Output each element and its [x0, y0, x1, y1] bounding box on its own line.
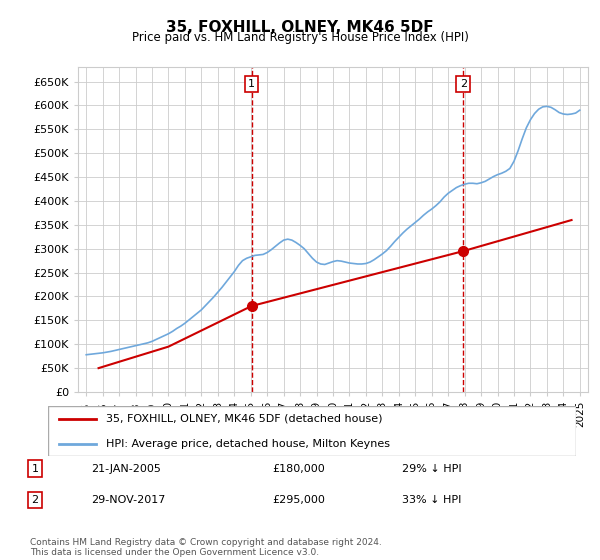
- Text: 1: 1: [31, 464, 38, 474]
- Text: 29-NOV-2017: 29-NOV-2017: [91, 495, 166, 505]
- Text: 21-JAN-2005: 21-JAN-2005: [91, 464, 161, 474]
- Text: £180,000: £180,000: [272, 464, 325, 474]
- FancyBboxPatch shape: [48, 406, 576, 456]
- Text: 29% ↓ HPI: 29% ↓ HPI: [401, 464, 461, 474]
- Text: 1: 1: [248, 79, 255, 89]
- Text: 2: 2: [460, 79, 467, 89]
- Text: 35, FOXHILL, OLNEY, MK46 5DF: 35, FOXHILL, OLNEY, MK46 5DF: [166, 20, 434, 35]
- Text: 33% ↓ HPI: 33% ↓ HPI: [401, 495, 461, 505]
- Text: Price paid vs. HM Land Registry's House Price Index (HPI): Price paid vs. HM Land Registry's House …: [131, 31, 469, 44]
- Text: £295,000: £295,000: [272, 495, 325, 505]
- Text: HPI: Average price, detached house, Milton Keynes: HPI: Average price, detached house, Milt…: [106, 439, 390, 449]
- Text: Contains HM Land Registry data © Crown copyright and database right 2024.
This d: Contains HM Land Registry data © Crown c…: [30, 538, 382, 557]
- Text: 35, FOXHILL, OLNEY, MK46 5DF (detached house): 35, FOXHILL, OLNEY, MK46 5DF (detached h…: [106, 414, 383, 423]
- Text: 2: 2: [31, 495, 38, 505]
